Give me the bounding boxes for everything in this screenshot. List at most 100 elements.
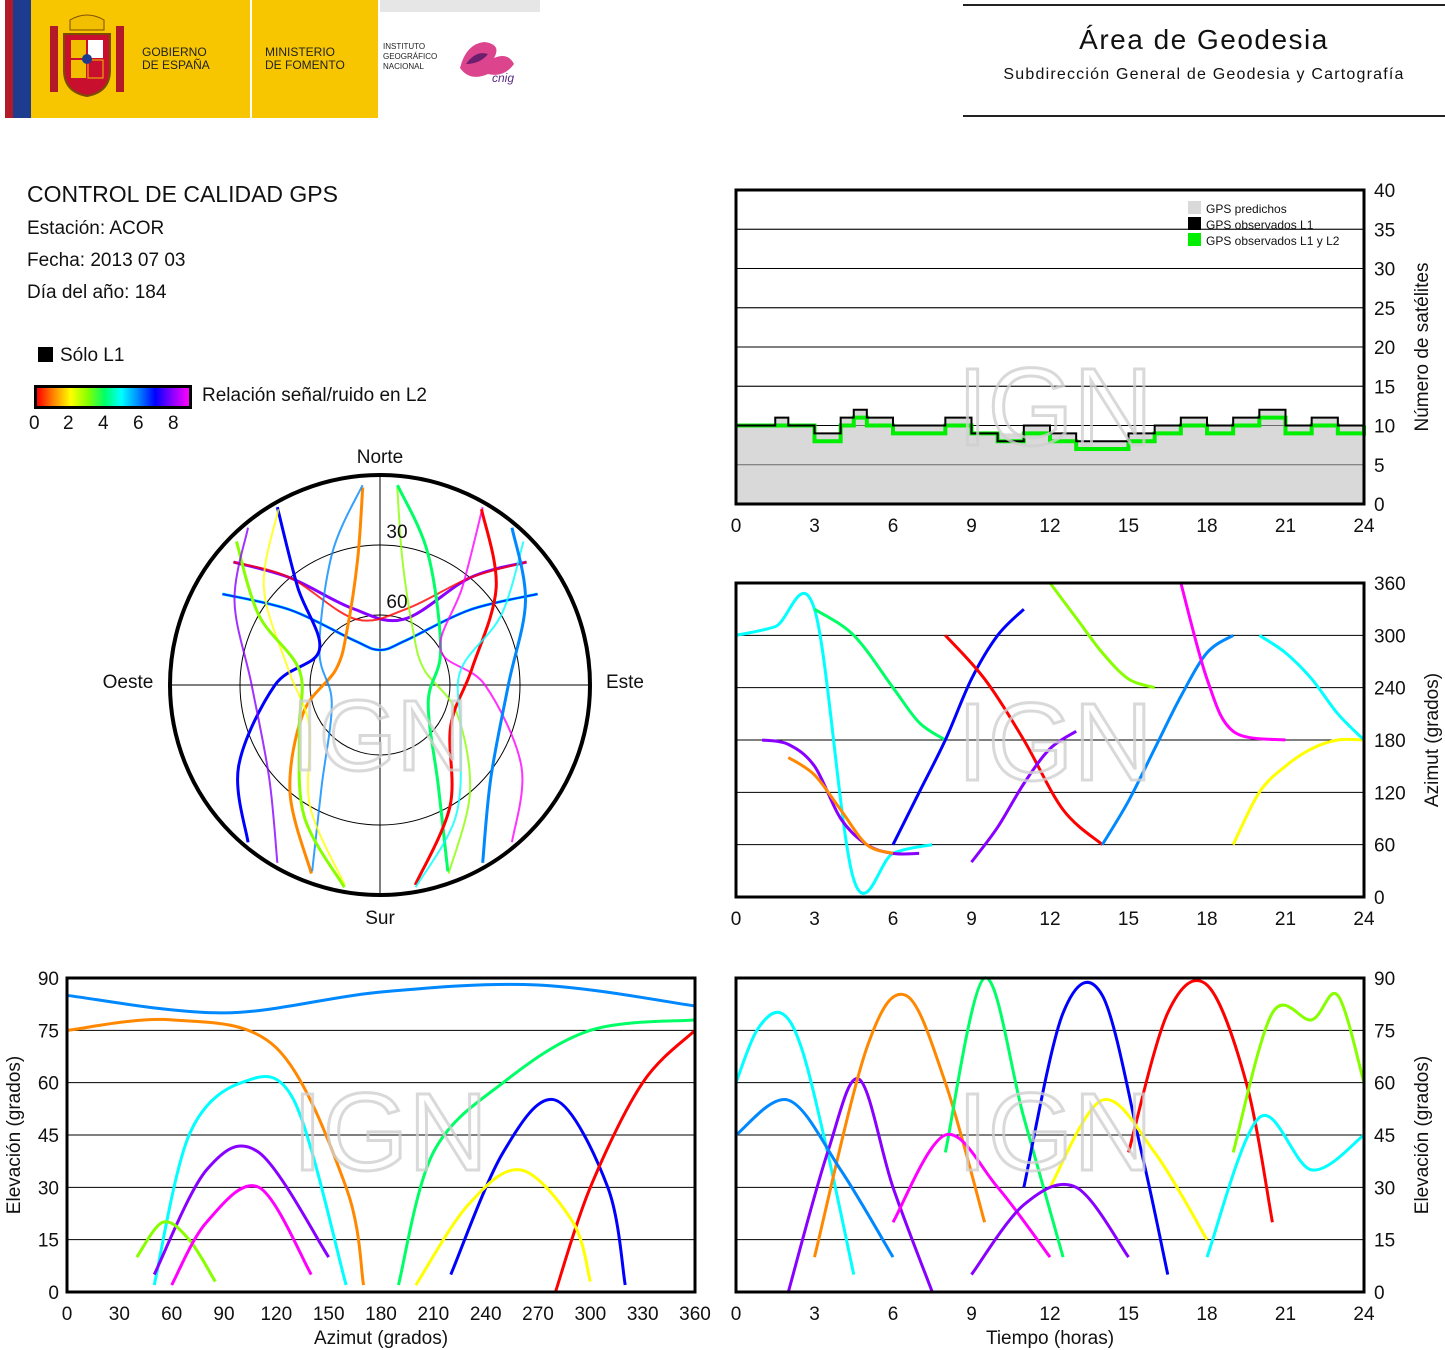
y-tick-label: 40 bbox=[1374, 181, 1395, 202]
y-axis-label: Elevación (grados) bbox=[1412, 1056, 1433, 1214]
report-title: CONTROL DE CALIDAD GPS bbox=[27, 181, 338, 207]
direction-south: Sur bbox=[365, 908, 395, 929]
y-tick-label: 0 bbox=[1374, 888, 1385, 909]
ign-watermark: IGN bbox=[957, 346, 1153, 469]
x-tick-label: 330 bbox=[627, 1304, 659, 1325]
y-tick-label: 45 bbox=[38, 1126, 59, 1147]
y-tick-label: 60 bbox=[1374, 836, 1395, 857]
x-tick-label: 9 bbox=[966, 1304, 977, 1325]
legend-swatch bbox=[1188, 201, 1201, 214]
x-tick-label: 360 bbox=[679, 1304, 711, 1325]
header-rule-top bbox=[963, 4, 1445, 6]
colorbar-tick: 8 bbox=[168, 413, 179, 434]
y-tick-label: 45 bbox=[1374, 1126, 1395, 1147]
svg-text:cnig: cnig bbox=[492, 71, 514, 85]
x-tick-label: 24 bbox=[1353, 516, 1375, 537]
sky-track bbox=[236, 506, 322, 843]
elevation-track bbox=[891, 1133, 1052, 1259]
legend-swatch bbox=[1188, 217, 1201, 230]
x-tick-label: 240 bbox=[470, 1304, 502, 1325]
elevation-track bbox=[1205, 1113, 1365, 1258]
institute-name: INSTITUTO GEOGRÁFICO NACIONAL bbox=[383, 42, 438, 71]
colorbar-tick: 4 bbox=[98, 413, 109, 434]
y-tick-label: 10 bbox=[1374, 417, 1395, 438]
y-tick-label: 0 bbox=[48, 1283, 59, 1304]
horizon-circle bbox=[168, 473, 592, 897]
x-tick-label: 15 bbox=[1118, 909, 1139, 930]
legend-swatch bbox=[1188, 233, 1201, 246]
x-tick-label: 90 bbox=[213, 1304, 234, 1325]
y-tick-label: 90 bbox=[38, 969, 59, 990]
x-tick-label: 15 bbox=[1118, 1304, 1139, 1325]
x-tick-label: 9 bbox=[966, 516, 977, 537]
y-tick-label: 30 bbox=[38, 1178, 59, 1199]
elevation-track bbox=[170, 1184, 313, 1286]
ign-watermark: IGN bbox=[292, 1071, 488, 1194]
legend-l1-label: Sólo L1 bbox=[60, 345, 125, 366]
x-tick-label: 18 bbox=[1196, 516, 1217, 537]
elevation-track bbox=[813, 992, 987, 1258]
elevation-track bbox=[396, 1018, 696, 1286]
area-subtitle: Subdirección General de Geodesia y Carto… bbox=[1003, 66, 1405, 83]
azimuth-track bbox=[813, 607, 947, 742]
direction-north: Norte bbox=[357, 447, 403, 468]
azimuth-track bbox=[1231, 737, 1365, 846]
x-tick-label: 21 bbox=[1275, 1304, 1296, 1325]
sky-track bbox=[396, 487, 472, 874]
elevation-track bbox=[554, 1029, 697, 1293]
ring-label-30: 30 bbox=[386, 522, 407, 543]
elevation-track bbox=[734, 1010, 856, 1275]
observed-l1-line bbox=[736, 408, 1365, 443]
doy-line: Día del año: 184 bbox=[27, 282, 167, 303]
flag-stripe bbox=[5, 0, 31, 118]
azimuth-track bbox=[1258, 634, 1366, 742]
snr-colorbar bbox=[34, 385, 192, 409]
legend-l1-swatch bbox=[38, 347, 53, 362]
elevation-track bbox=[414, 1168, 592, 1286]
y-tick-label: 25 bbox=[1374, 299, 1395, 320]
azimuth-track bbox=[970, 730, 1078, 864]
y-tick-label: 15 bbox=[1374, 1231, 1395, 1252]
y-tick-label: 0 bbox=[1374, 495, 1385, 516]
area-title: Área de Geodesia bbox=[1079, 24, 1329, 55]
x-tick-label: 18 bbox=[1196, 909, 1217, 930]
x-tick-label: 6 bbox=[888, 1304, 899, 1325]
legend-label: GPS observados L1 y L2 bbox=[1206, 234, 1340, 248]
y-tick-label: 30 bbox=[1374, 1178, 1395, 1199]
x-tick-label: 15 bbox=[1118, 516, 1139, 537]
x-tick-label: 3 bbox=[809, 1304, 820, 1325]
plot-frame bbox=[734, 188, 1366, 506]
azimuth-track bbox=[944, 634, 1104, 846]
plot-frame bbox=[65, 976, 697, 1294]
x-tick-label: 60 bbox=[161, 1304, 182, 1325]
x-tick-label: 12 bbox=[1039, 1304, 1060, 1325]
direction-west: Oeste bbox=[103, 672, 154, 693]
y-tick-label: 0 bbox=[1374, 1283, 1385, 1304]
header-rule-bottom bbox=[963, 115, 1445, 117]
y-tick-label: 240 bbox=[1374, 679, 1406, 700]
x-tick-label: 3 bbox=[809, 909, 820, 930]
y-tick-label: 180 bbox=[1374, 731, 1406, 752]
elevation-track bbox=[135, 1220, 217, 1283]
cnig-logo: cnig bbox=[460, 42, 514, 85]
x-tick-label: 24 bbox=[1353, 1304, 1375, 1325]
elevation-track bbox=[1022, 981, 1170, 1275]
x-axis-label: Tiempo (horas) bbox=[986, 1328, 1114, 1349]
sky-track bbox=[235, 541, 346, 888]
x-tick-label: 30 bbox=[109, 1304, 130, 1325]
government-name: GOBIERNO DE ESPAÑA bbox=[142, 45, 210, 72]
sky-track bbox=[414, 541, 525, 888]
x-tick-label: 0 bbox=[731, 909, 742, 930]
plot-frame bbox=[734, 976, 1366, 1294]
sky-track bbox=[233, 527, 279, 863]
ring-label-60: 60 bbox=[386, 592, 407, 613]
elevation-track bbox=[449, 1097, 627, 1286]
elevation-track bbox=[735, 1098, 895, 1258]
elevation-track bbox=[66, 1017, 366, 1286]
y-tick-label: 15 bbox=[1374, 377, 1395, 398]
x-tick-label: 0 bbox=[731, 1304, 742, 1325]
x-tick-label: 270 bbox=[522, 1304, 554, 1325]
colorbar-tick: 6 bbox=[133, 413, 144, 434]
plot-frame bbox=[734, 581, 1366, 899]
azimuth-track bbox=[1101, 634, 1235, 846]
